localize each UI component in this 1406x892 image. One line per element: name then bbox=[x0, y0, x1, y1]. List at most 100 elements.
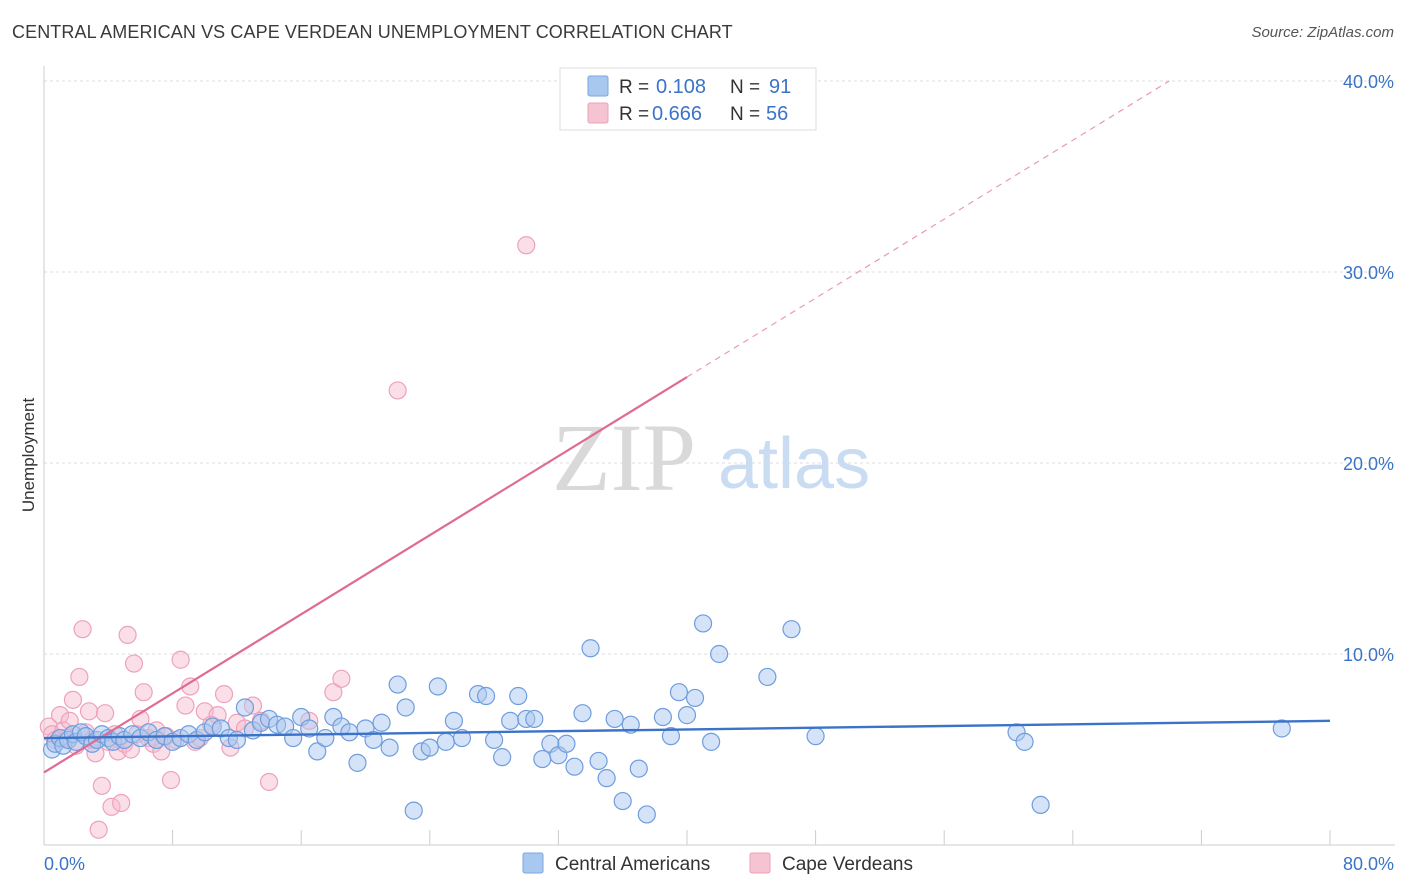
y-tick-label-3: 40.0% bbox=[1343, 72, 1394, 92]
cape-verdeans-point bbox=[124, 654, 144, 673]
central-americans-point bbox=[308, 742, 327, 761]
y-axis-title: Unemployment bbox=[19, 398, 38, 513]
watermark-atlas: atlas bbox=[718, 424, 870, 504]
cape-verdeans-point bbox=[118, 625, 137, 645]
grid bbox=[44, 80, 1395, 655]
central-americans-point bbox=[702, 732, 721, 751]
legend-r-value-pink: 0.666 bbox=[652, 103, 702, 125]
cape-verdeans-point bbox=[171, 650, 190, 669]
series-legend-central-americans: Central Americans bbox=[555, 854, 710, 875]
x-tick-label-0: 0.0% bbox=[44, 854, 85, 874]
central-americans-points bbox=[42, 614, 1291, 824]
central-americans-point bbox=[685, 688, 705, 708]
cape-verdeans-point bbox=[214, 685, 234, 704]
central-americans-point bbox=[396, 698, 415, 717]
cape-verdeans-point bbox=[102, 797, 121, 816]
central-americans-point bbox=[621, 715, 640, 734]
central-americans-point bbox=[533, 749, 552, 769]
watermark-zip: ZIP bbox=[552, 404, 696, 511]
central-americans-point bbox=[669, 683, 689, 702]
central-americans-point bbox=[284, 728, 303, 748]
central-americans-point bbox=[677, 706, 697, 725]
cape-verdeans-point bbox=[79, 702, 99, 721]
central-americans-point bbox=[388, 675, 407, 694]
central-americans-point bbox=[589, 751, 608, 771]
cape-verdeans-point bbox=[95, 704, 115, 723]
central-americans-point bbox=[710, 644, 729, 664]
cape-verdeans-point bbox=[388, 381, 407, 400]
central-americans-point bbox=[493, 748, 512, 767]
cape-verdeans-point bbox=[70, 667, 89, 687]
y-tick-label-2: 30.0% bbox=[1343, 263, 1394, 283]
cape-verdeans-point bbox=[332, 669, 351, 688]
chart-title: CENTRAL AMERICAN VS CAPE VERDEAN UNEMPLO… bbox=[12, 22, 733, 42]
cape-verdeans-trend-line bbox=[43, 376, 688, 774]
central-americans-point bbox=[613, 791, 632, 811]
cape-verdeans-point bbox=[259, 772, 279, 792]
central-americans-point bbox=[420, 738, 439, 757]
x-tick-label-1: 80.0% bbox=[1343, 854, 1394, 874]
cape-verdeans-point bbox=[161, 770, 181, 790]
legend-swatch-pink bbox=[587, 102, 609, 124]
central-americans-point bbox=[653, 707, 672, 727]
y-tick-label-0: 10.0% bbox=[1343, 645, 1394, 665]
central-americans-point bbox=[629, 759, 648, 778]
central-americans-point bbox=[525, 709, 544, 729]
central-americans-point bbox=[316, 728, 335, 748]
cape-verdeans-point bbox=[517, 236, 536, 255]
central-americans-point bbox=[501, 711, 520, 730]
central-americans-point bbox=[565, 757, 584, 776]
central-americans-point bbox=[782, 620, 801, 639]
central-americans-point bbox=[348, 753, 367, 772]
cape-verdeans-point bbox=[134, 683, 153, 702]
central-americans-point bbox=[485, 730, 504, 750]
legend-n-label-pink: N = bbox=[730, 104, 760, 125]
central-americans-point bbox=[1015, 732, 1034, 751]
central-americans-point bbox=[452, 728, 472, 748]
tick-labels: 10.0% 20.0% 30.0% 40.0% 0.0% 80.0% bbox=[44, 72, 1394, 874]
cape-verdeans-point bbox=[89, 820, 108, 839]
central-americans-point bbox=[581, 639, 600, 658]
watermark: ZIP atlas bbox=[552, 404, 870, 511]
central-americans-point bbox=[806, 727, 825, 746]
central-americans-point bbox=[557, 734, 576, 753]
central-americans-point bbox=[693, 614, 713, 633]
source-label: Source: ZipAtlas.com bbox=[1251, 24, 1394, 41]
central-americans-point bbox=[372, 713, 391, 732]
central-americans-point bbox=[1031, 795, 1050, 814]
cape-verdeans-point bbox=[63, 690, 83, 709]
central-americans-point bbox=[428, 677, 447, 696]
cape-verdeans-point bbox=[92, 776, 111, 795]
legend-n-label-blue: N = bbox=[730, 77, 760, 98]
series-legend-swatch-cape-verdeans bbox=[749, 852, 771, 874]
axes bbox=[43, 66, 1395, 846]
central-americans-point bbox=[364, 730, 383, 750]
central-americans-point bbox=[637, 805, 656, 824]
y-tick-label-1: 20.0% bbox=[1343, 454, 1394, 474]
legend-r-value-blue: 0.108 bbox=[656, 76, 706, 98]
central-americans-point bbox=[509, 686, 528, 706]
legend-n-value-pink: 56 bbox=[766, 103, 788, 125]
central-americans-trend-line bbox=[43, 719, 1331, 740]
central-americans-point bbox=[235, 698, 255, 717]
central-americans-point bbox=[1272, 719, 1291, 738]
stats-legend: R = 0.108 N = 91 R = 0.666 N = 56 bbox=[559, 67, 817, 131]
legend-swatch-blue bbox=[587, 75, 609, 97]
central-americans-point bbox=[597, 769, 616, 788]
central-americans-point bbox=[444, 711, 464, 730]
series-legend-swatch-central-americans bbox=[522, 852, 544, 874]
cape-verdeans-point bbox=[73, 620, 92, 639]
central-americans-point bbox=[300, 719, 319, 738]
trend-lines bbox=[43, 80, 1331, 774]
central-americans-point bbox=[758, 667, 777, 687]
central-americans-point bbox=[436, 732, 455, 751]
series-legend: Central Americans Cape Verdeans bbox=[522, 852, 913, 875]
central-americans-point bbox=[573, 704, 592, 723]
cape-verdeans-point bbox=[50, 706, 70, 725]
cape-verdeans-point bbox=[324, 683, 343, 702]
central-americans-point bbox=[340, 723, 359, 742]
series-legend-cape-verdeans: Cape Verdeans bbox=[782, 854, 913, 875]
legend-r-label-blue: R = bbox=[619, 77, 649, 98]
central-americans-point bbox=[227, 730, 246, 750]
